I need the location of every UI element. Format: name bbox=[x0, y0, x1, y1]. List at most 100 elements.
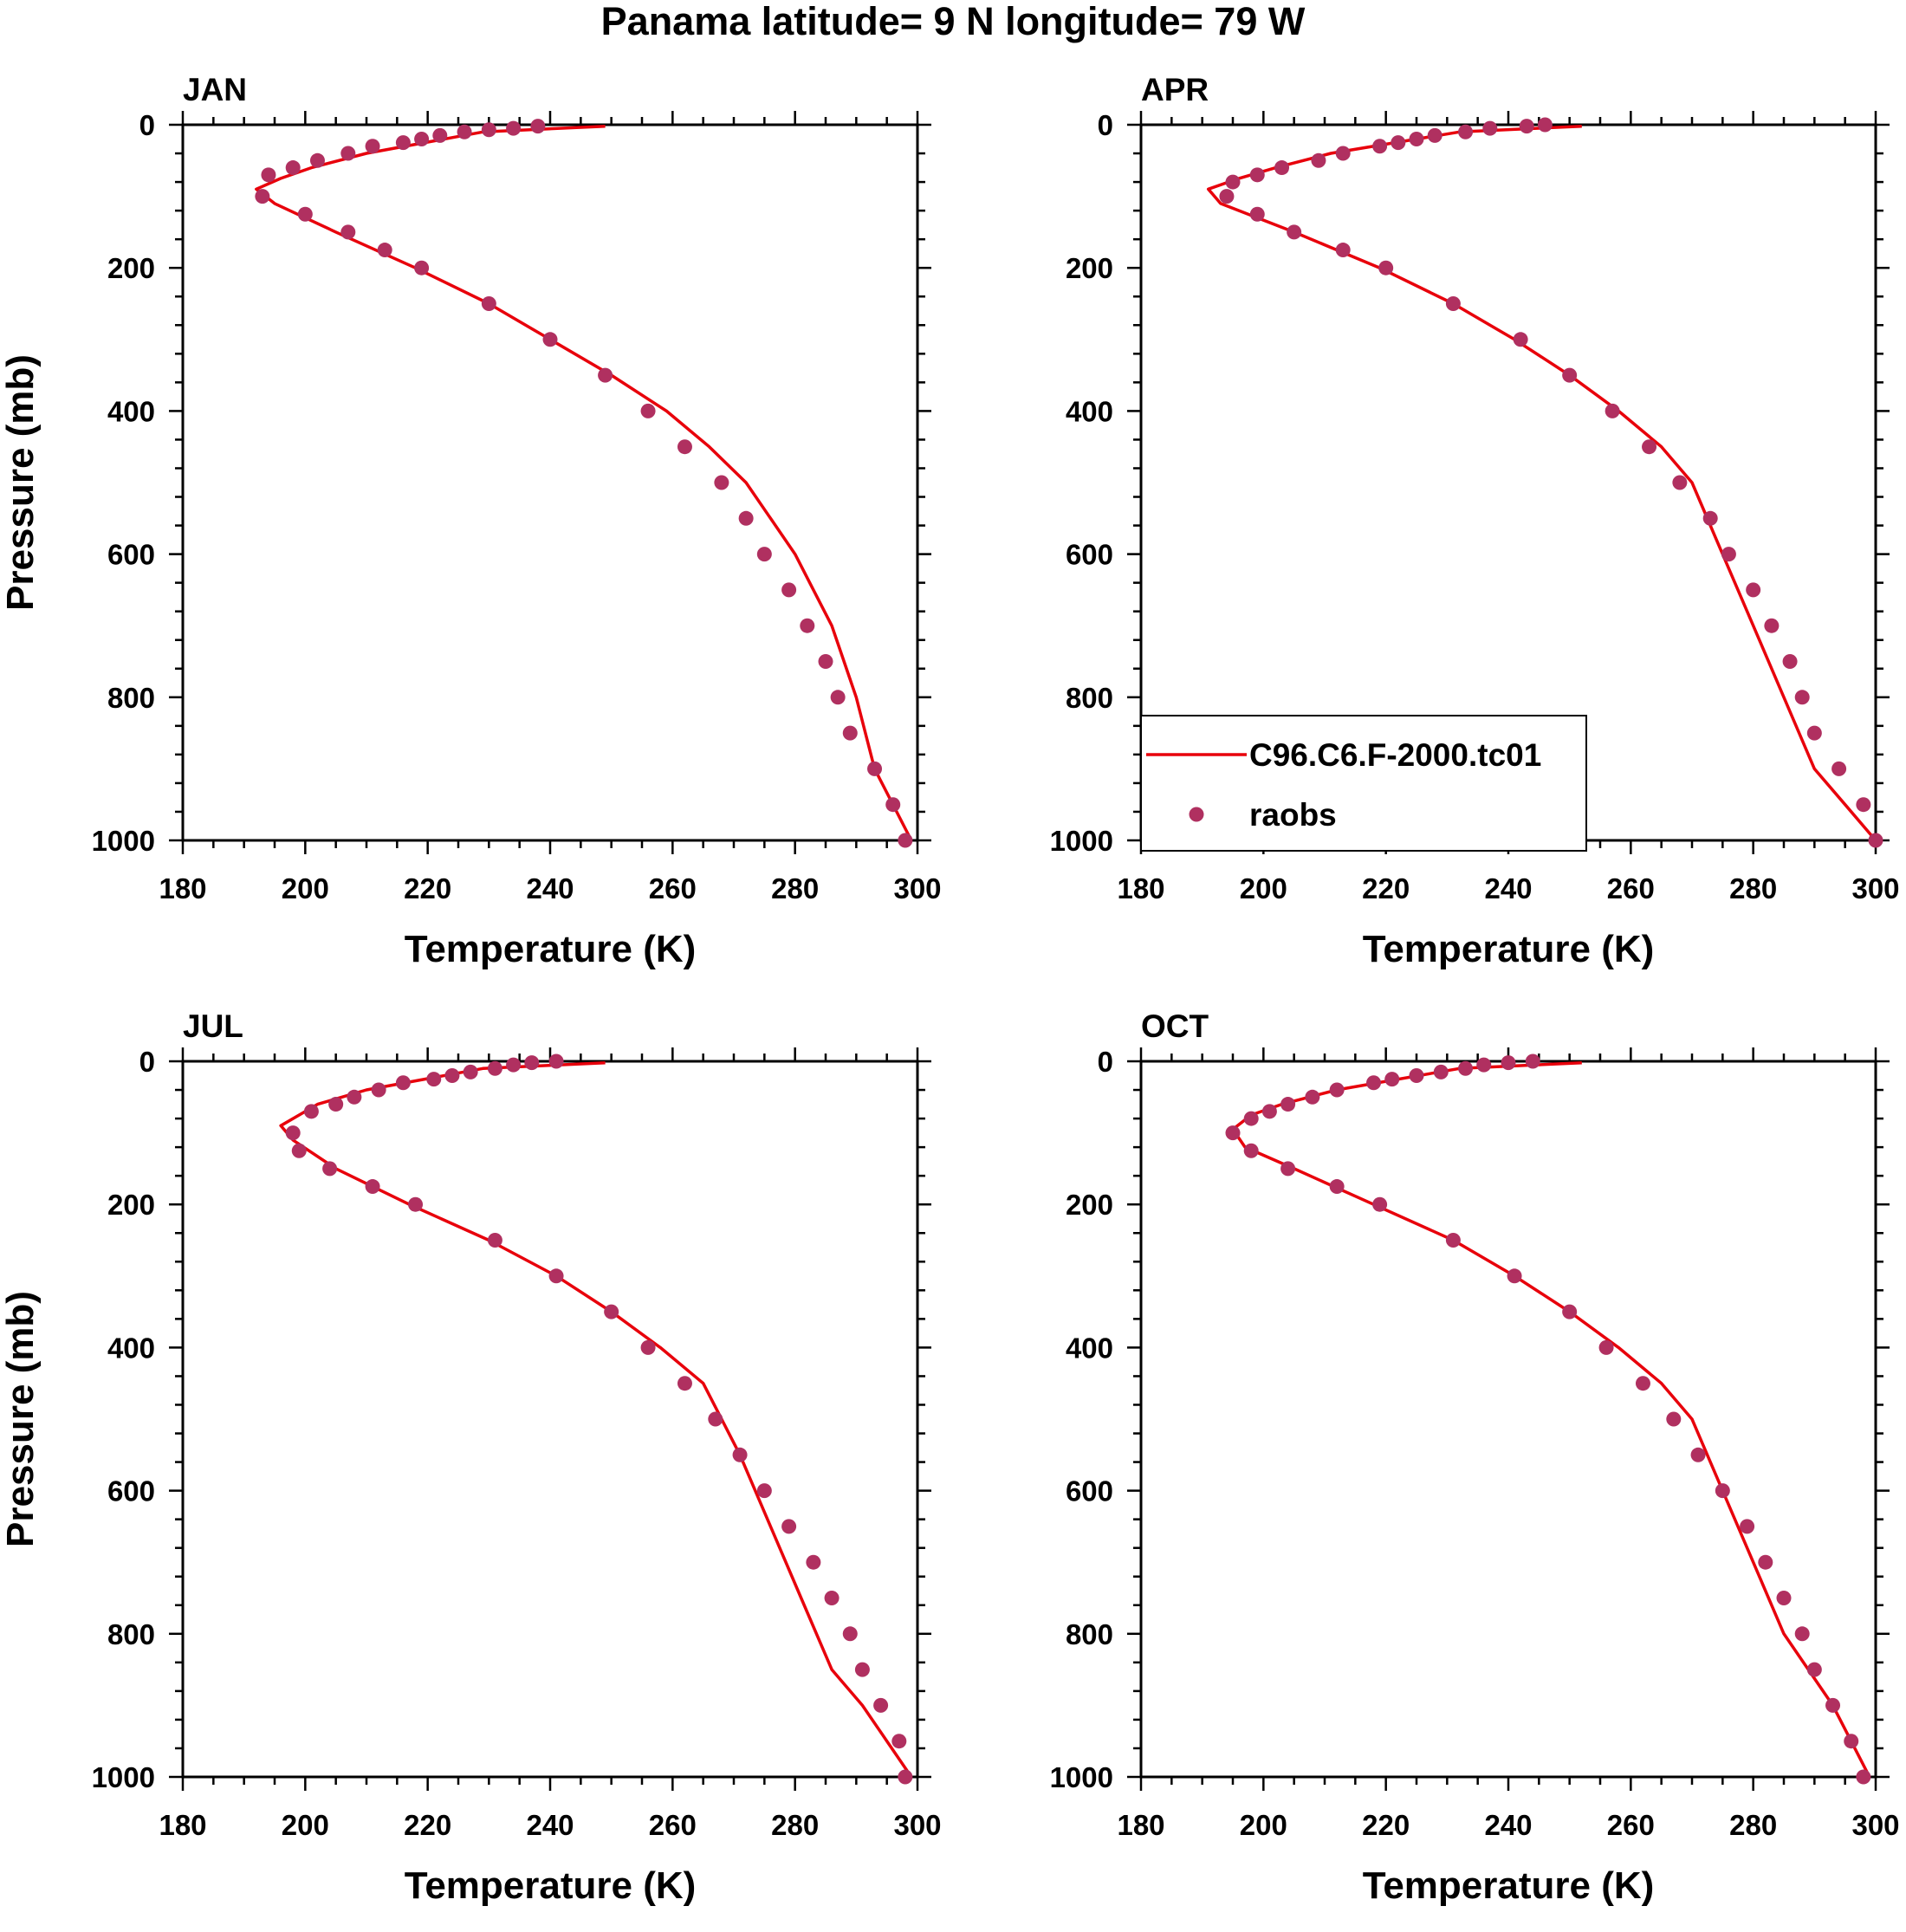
raobs-point bbox=[781, 582, 797, 598]
raobs-point bbox=[481, 122, 496, 138]
x-tick-label: 180 bbox=[1117, 1809, 1164, 1841]
x-tick-label: 240 bbox=[1484, 1809, 1532, 1841]
raobs-point bbox=[604, 1304, 619, 1319]
raobs-point bbox=[1409, 132, 1424, 147]
raobs-point bbox=[322, 1161, 338, 1177]
raobs-point bbox=[781, 1519, 797, 1534]
x-tick-label: 260 bbox=[1607, 1809, 1655, 1841]
legend-obs-label: raobs bbox=[1249, 797, 1337, 833]
raobs-point bbox=[1715, 1483, 1730, 1499]
x-tick-label: 260 bbox=[649, 872, 697, 904]
raobs-point bbox=[1433, 1064, 1449, 1079]
x-tick-label: 300 bbox=[893, 872, 941, 904]
raobs-point bbox=[1409, 1068, 1424, 1084]
raobs-point bbox=[756, 1483, 772, 1499]
raobs-point bbox=[1274, 160, 1290, 176]
x-axis-title: Temperature (K) bbox=[405, 1864, 697, 1907]
raobs-point bbox=[854, 1662, 870, 1677]
raobs-point bbox=[1311, 152, 1326, 168]
raobs-point bbox=[1458, 124, 1474, 139]
model-line bbox=[255, 124, 913, 841]
raobs-point bbox=[1831, 761, 1847, 776]
raobs-point bbox=[898, 1769, 913, 1785]
raobs-point bbox=[1856, 797, 1871, 813]
raobs-point bbox=[1249, 206, 1265, 222]
raobs-point bbox=[1740, 1519, 1755, 1534]
raobs-point bbox=[297, 206, 313, 222]
y-tick-label: 0 bbox=[1098, 109, 1113, 141]
y-tick-label: 800 bbox=[107, 682, 155, 714]
raobs-point bbox=[548, 1054, 564, 1069]
panel-title: JUL bbox=[183, 1008, 243, 1044]
raobs-point bbox=[395, 1075, 411, 1091]
raobs-point bbox=[1562, 1304, 1578, 1319]
raobs-point bbox=[1335, 243, 1351, 258]
panel-title: OCT bbox=[1141, 1008, 1209, 1044]
raobs-point bbox=[1507, 1268, 1522, 1284]
raobs-point bbox=[1305, 1089, 1320, 1105]
x-tick-label: 200 bbox=[1240, 1809, 1287, 1841]
raobs-point bbox=[395, 135, 411, 151]
raobs-point bbox=[830, 690, 846, 705]
plot-frame bbox=[1139, 1060, 1877, 1779]
raobs-point bbox=[1225, 174, 1241, 190]
main-title: Panama latitude= 9 N longitude= 79 W bbox=[601, 0, 1306, 43]
panel-title: JAN bbox=[183, 72, 247, 107]
x-tick-label: 300 bbox=[1851, 872, 1899, 904]
raobs-point bbox=[1378, 260, 1394, 276]
y-tick-label: 400 bbox=[1066, 1332, 1113, 1364]
raobs-point bbox=[1635, 1376, 1650, 1391]
raobs-point bbox=[1721, 547, 1736, 562]
raobs-point bbox=[867, 761, 883, 776]
legend: C96.C6.F-2000.tc01 raobs bbox=[1140, 715, 1587, 852]
raobs-point bbox=[457, 124, 472, 139]
raobs-point bbox=[1329, 1082, 1345, 1098]
raobs-point bbox=[598, 367, 613, 383]
x-axis-title: Temperature (K) bbox=[1363, 1864, 1655, 1907]
raobs-point bbox=[463, 1064, 478, 1079]
raobs-point bbox=[377, 243, 392, 258]
raobs-point bbox=[1280, 1161, 1296, 1177]
raobs-point bbox=[1666, 1411, 1682, 1427]
x-tick-label: 240 bbox=[526, 1809, 574, 1841]
raobs-point bbox=[1868, 833, 1883, 848]
raobs-point bbox=[800, 618, 815, 633]
raobs-point bbox=[1525, 1054, 1540, 1069]
y-tick-label: 1000 bbox=[1050, 1761, 1113, 1793]
raobs-point bbox=[1642, 439, 1657, 455]
raobs-point bbox=[842, 1626, 858, 1642]
x-tick-label: 180 bbox=[1117, 872, 1164, 904]
raobs-point bbox=[1794, 1626, 1810, 1642]
x-axis-title: Temperature (K) bbox=[405, 928, 697, 970]
x-tick-label: 220 bbox=[1362, 1809, 1410, 1841]
y-tick-label: 0 bbox=[139, 1046, 155, 1078]
x-tick-label: 200 bbox=[1240, 872, 1287, 904]
plot-frame bbox=[181, 123, 919, 842]
raobs-point bbox=[1243, 1143, 1259, 1158]
raobs-point bbox=[898, 833, 913, 848]
raobs-point bbox=[365, 139, 380, 154]
raobs-point bbox=[873, 1697, 889, 1713]
raobs-point bbox=[1501, 1055, 1516, 1071]
raobs-point bbox=[842, 725, 858, 741]
raobs-point bbox=[1261, 1104, 1277, 1119]
raobs-point bbox=[732, 1447, 748, 1462]
raobs-point bbox=[255, 189, 270, 204]
y-tick-label: 600 bbox=[107, 539, 155, 571]
raobs-point bbox=[1458, 1060, 1474, 1076]
raobs-point bbox=[1384, 1072, 1400, 1087]
x-tick-label: 240 bbox=[526, 872, 574, 904]
y-tick-label: 400 bbox=[107, 1332, 155, 1364]
panel-oct: 180 200 220 240 260 280 300 0 200 400 600 800 1000 OC… bbox=[1050, 1008, 1900, 1907]
raobs-point bbox=[1806, 725, 1822, 741]
raobs-point bbox=[548, 1268, 564, 1284]
raobs-point bbox=[426, 1072, 442, 1087]
raobs-point bbox=[885, 797, 901, 813]
x-tick-label: 200 bbox=[282, 872, 329, 904]
y-tick-label: 0 bbox=[139, 109, 155, 141]
model-line bbox=[279, 1060, 913, 1778]
raobs-point bbox=[1702, 510, 1718, 526]
model-line bbox=[1231, 1060, 1871, 1778]
x-tick-label: 220 bbox=[404, 1809, 451, 1841]
raobs-point bbox=[309, 152, 325, 168]
